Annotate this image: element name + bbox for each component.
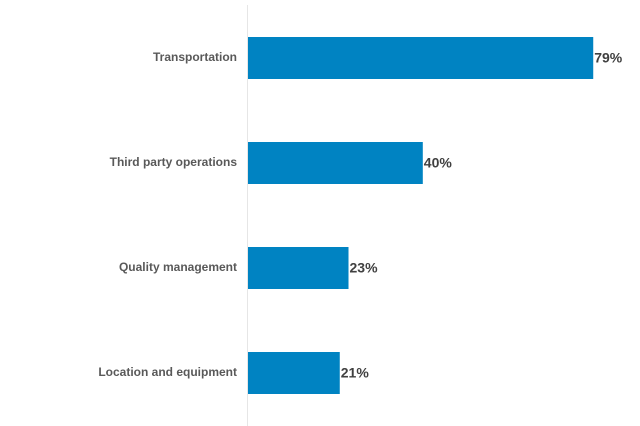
bar: [248, 37, 594, 79]
value-label: 79%: [594, 50, 623, 66]
bar: [248, 247, 349, 289]
value-label: 21%: [341, 365, 370, 381]
category-label: Transportation: [153, 50, 237, 64]
value-label: 23%: [350, 260, 379, 276]
category-label: Location and equipment: [98, 365, 237, 379]
bar: [248, 352, 340, 394]
category-label: Third party operations: [110, 155, 238, 169]
bar: [248, 142, 423, 184]
category-label: Quality management: [119, 260, 237, 274]
value-label: 40%: [424, 155, 453, 171]
